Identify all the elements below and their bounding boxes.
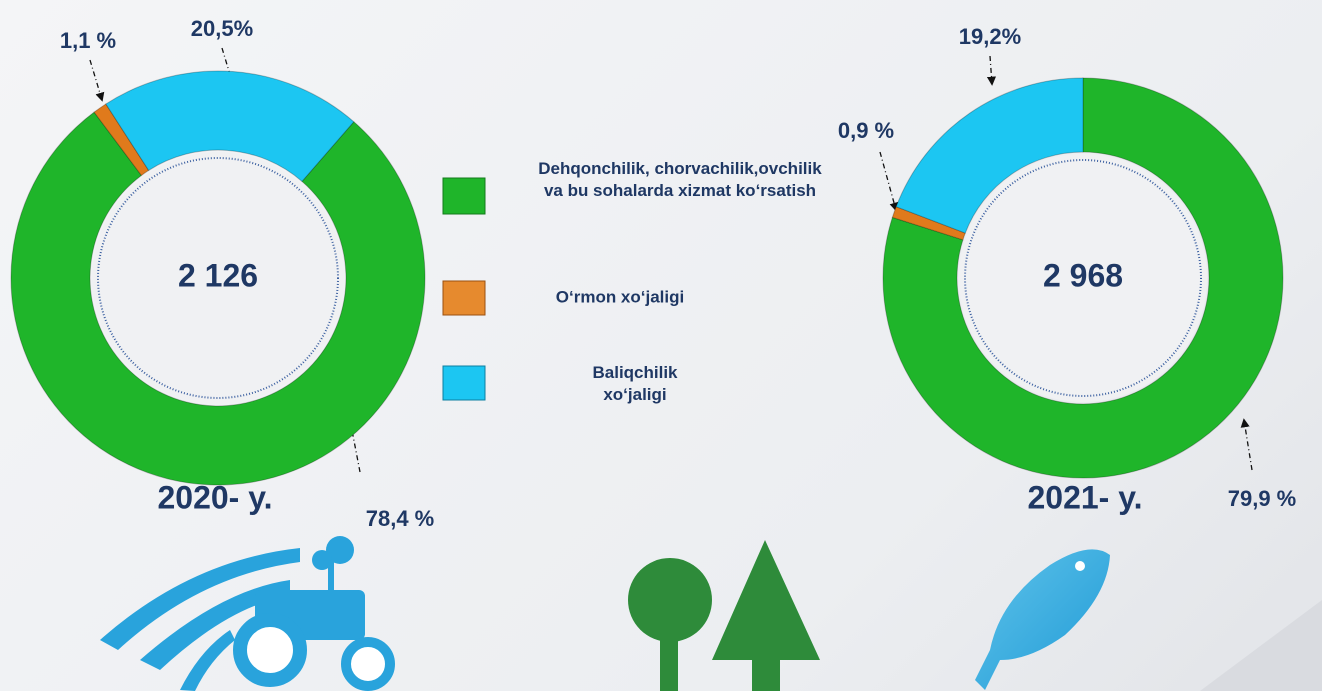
donut-hole (92, 152, 344, 404)
value-label: 20,5% (191, 16, 253, 41)
value-label: 19,2% (959, 24, 1021, 49)
legend-label: Dehqonchilik, chorvachilik,ovchilik va b… (538, 159, 822, 200)
donut-segment (93, 103, 150, 177)
chart-title: 2020- y. (157, 479, 272, 515)
donut-hole (959, 154, 1207, 402)
center-label: 2 968 (1043, 257, 1123, 293)
donut-segment (105, 70, 355, 183)
value-label: 78,4 % (366, 506, 435, 531)
hole-ring (97, 157, 339, 399)
legend-label: Baliqchilik xo‘jaligi (592, 363, 678, 404)
tractor-icon (100, 536, 395, 691)
legend-label: O‘rmon xo‘jaligi (556, 287, 684, 306)
donut-segment (882, 77, 1284, 479)
legend-text: Baliqchilik xo‘jaligi (592, 363, 678, 404)
legend-swatch (442, 280, 486, 316)
hole-ring (964, 159, 1202, 397)
legend-text: Dehqonchilik, chorvachilik,ovchilik va b… (538, 159, 822, 200)
chart-title: 2021- y. (1027, 479, 1142, 515)
donut-segment (895, 77, 1084, 234)
corner-shade (1200, 600, 1322, 691)
donut-segment (891, 206, 966, 241)
legend: Dehqonchilik, chorvachilik,ovchilik va b… (442, 159, 822, 404)
arrows (89, 47, 1253, 473)
fish-icon (975, 549, 1110, 690)
donut-segment (10, 111, 426, 486)
center-label: 2 126 (178, 257, 258, 293)
value-label: 0,9 % (838, 118, 894, 143)
legend-swatch (442, 365, 486, 401)
legend-swatch (442, 177, 486, 215)
value-label: 1,1 % (60, 28, 116, 53)
value-label: 79,9 % (1228, 486, 1297, 511)
trees-icon (628, 540, 820, 691)
